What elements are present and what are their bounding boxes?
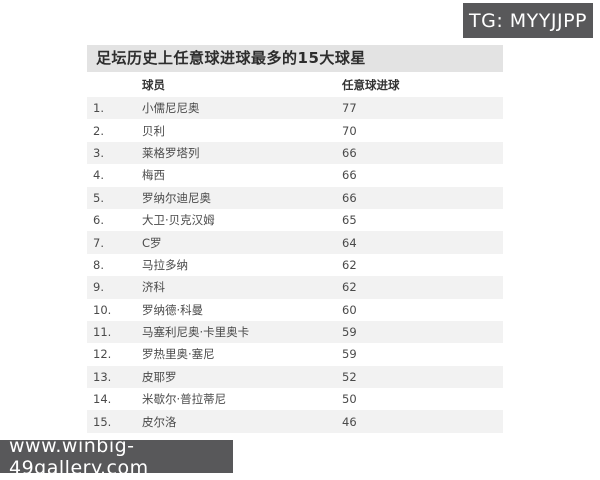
player-cell: 小儒尼尼奥: [142, 101, 200, 116]
player-cell: 莱格罗塔列: [142, 145, 200, 160]
goals-cell: 59: [342, 325, 357, 340]
goals-cell: 70: [342, 123, 357, 138]
rank-cell: 15.: [93, 414, 112, 429]
goals-cell: 66: [342, 190, 357, 205]
rank-cell: 1.: [93, 101, 104, 116]
rank-cell: 8.: [93, 257, 104, 272]
goals-cell: 50: [342, 392, 357, 407]
player-cell: 米歇尔·普拉蒂尼: [142, 392, 227, 407]
goals-cell: 46: [342, 414, 357, 429]
goals-cell: 77: [342, 101, 357, 116]
ranking-table: 足坛历史上任意球进球最多的15大球星 球员 任意球进球 1. 小儒尼尼奥 77 2. 贝…: [87, 45, 503, 433]
player-cell: 罗纳德·科曼: [142, 302, 204, 317]
rank-cell: 9.: [93, 280, 104, 295]
player-cell: 大卫·贝克汉姆: [142, 213, 215, 228]
goals-cell: 65: [342, 213, 357, 228]
table-row: 3. 莱格罗塔列 66: [87, 141, 503, 165]
rank-cell: 11.: [93, 325, 112, 340]
player-cell: 贝利: [142, 123, 165, 138]
table-body: 1. 小儒尼尼奥 77 2. 贝利 70 3. 莱格罗塔列 66 4. 梅西 66 5. 罗纳尔迪尼奥 66…: [87, 97, 503, 433]
goals-cell: 64: [342, 235, 357, 250]
player-cell: 皮耶罗: [142, 369, 177, 384]
table-row: 9. 济科 62: [87, 276, 503, 299]
rank-cell: 3.: [93, 145, 104, 160]
goals-cell: 60: [342, 302, 357, 317]
telegram-watermark: TG: MYYJJPP: [463, 3, 593, 38]
table-header-row: 球员 任意球进球: [87, 72, 503, 97]
table-row: 13. 皮耶罗 52: [87, 365, 503, 389]
table-row: 2. 贝利 70: [87, 119, 503, 141]
table-row: 5. 罗纳尔迪尼奥 66: [87, 186, 503, 209]
rank-cell: 13.: [93, 369, 112, 384]
player-cell: 马塞利尼奥·卡里奥卡: [142, 325, 250, 340]
table-row: 14. 米歇尔·普拉蒂尼 50: [87, 388, 503, 410]
player-cell: C罗: [142, 235, 162, 250]
table-row: 10. 罗纳德·科曼 60: [87, 299, 503, 321]
website-watermark: www.winbig-49gallery.com: [0, 435, 233, 479]
table-row: 1. 小儒尼尼奥 77: [87, 97, 503, 120]
table-row: 4. 梅西 66: [87, 164, 503, 186]
table-title: 足坛历史上任意球进球最多的15大球星: [87, 45, 503, 72]
player-cell: 罗纳尔迪尼奥: [142, 190, 211, 205]
rank-cell: 14.: [93, 392, 112, 407]
rank-cell: 10.: [93, 302, 112, 317]
player-cell: 皮尔洛: [142, 414, 177, 429]
rank-cell: 5.: [93, 190, 104, 205]
rank-cell: 6.: [93, 213, 104, 228]
header-goals: 任意球进球: [342, 77, 400, 92]
table-row: 7. C罗 64: [87, 231, 503, 254]
player-cell: 马拉多纳: [142, 257, 188, 272]
rank-cell: 12.: [93, 347, 112, 362]
rank-cell: 4.: [93, 168, 104, 183]
goals-cell: 62: [342, 280, 357, 295]
table-row: 6. 大卫·贝克汉姆 65: [87, 209, 503, 231]
player-cell: 济科: [142, 280, 165, 295]
table-row: 8. 马拉多纳 62: [87, 254, 503, 276]
goals-cell: 59: [342, 347, 357, 362]
table-row: 12. 罗热里奥·塞尼 59: [87, 343, 503, 365]
table-row: 15. 皮尔洛 46: [87, 410, 503, 433]
rank-cell: 7.: [93, 235, 104, 250]
goals-cell: 62: [342, 257, 357, 272]
header-player: 球员: [142, 77, 165, 92]
telegram-watermark-text: TG: MYYJJPP: [469, 9, 587, 32]
goals-cell: 66: [342, 145, 357, 160]
rank-cell: 2.: [93, 123, 104, 138]
goals-cell: 66: [342, 168, 357, 183]
website-watermark-text: www.winbig-49gallery.com: [9, 434, 149, 479]
player-cell: 罗热里奥·塞尼: [142, 347, 215, 362]
player-cell: 梅西: [142, 168, 165, 183]
goals-cell: 52: [342, 369, 357, 384]
table-row: 11. 马塞利尼奥·卡里奥卡 59: [87, 320, 503, 344]
